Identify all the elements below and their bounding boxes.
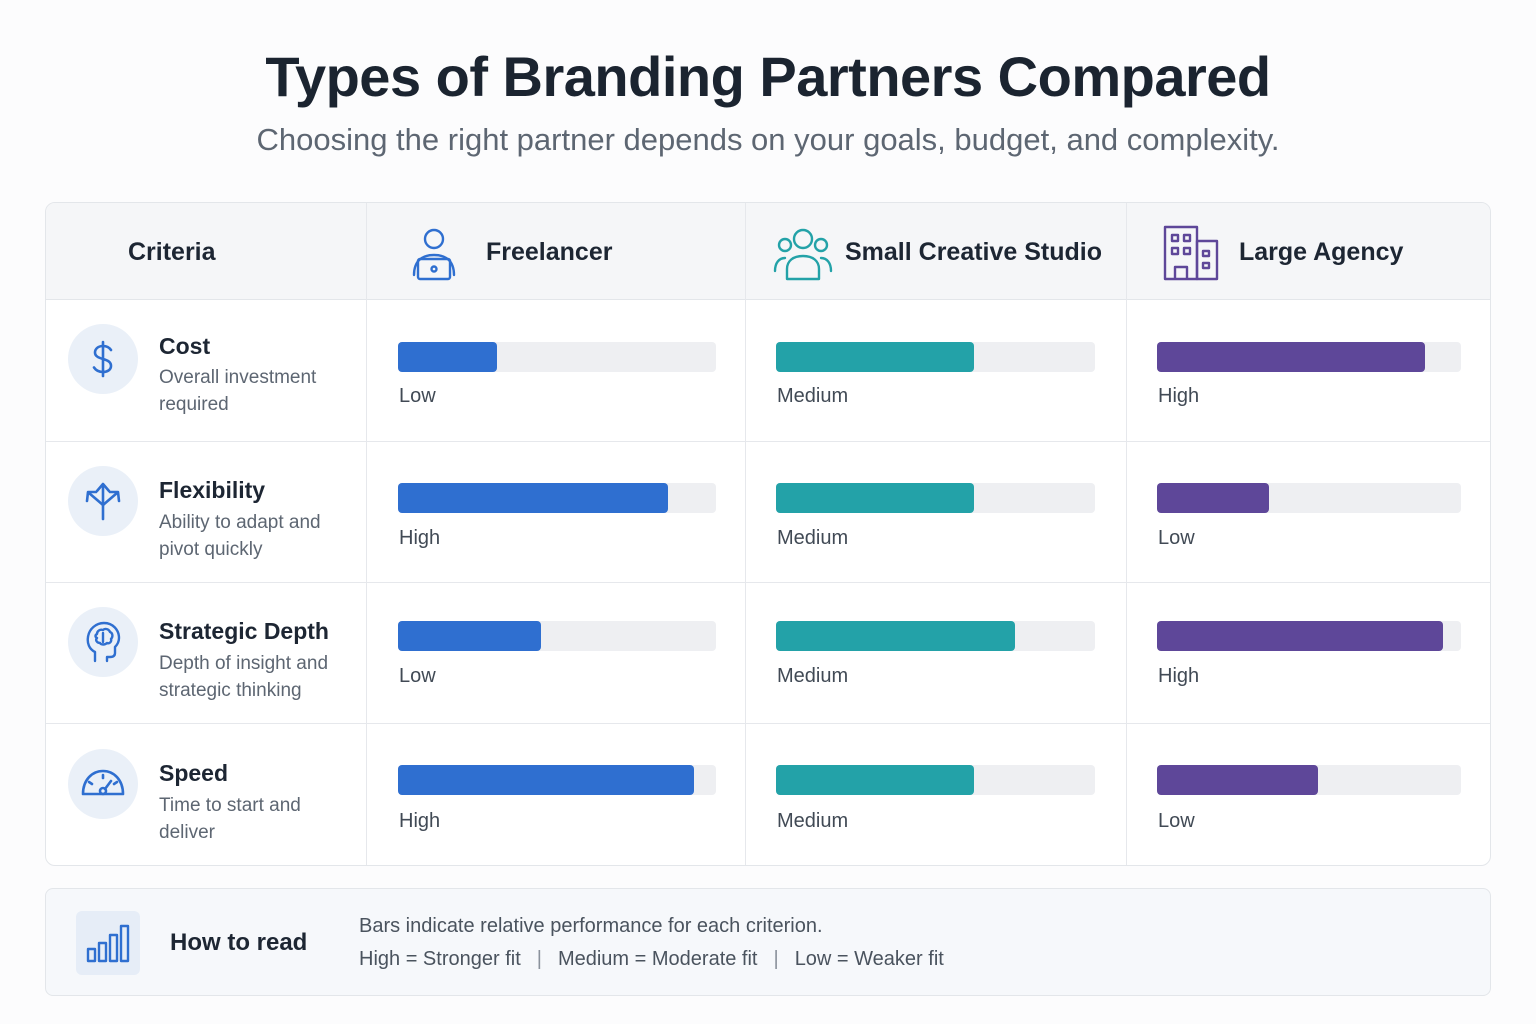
criteria-icon-badge xyxy=(68,466,138,536)
bar-track-freelancer xyxy=(398,765,716,795)
criteria-icon-badge xyxy=(68,607,138,677)
legend-key-low: Low = Weaker fit xyxy=(794,948,944,970)
bar-label: Low xyxy=(399,665,436,687)
legend-separator: | xyxy=(536,948,542,970)
criteria-icon-badge xyxy=(68,749,138,819)
legend-separator: | xyxy=(773,948,779,970)
bar-fill-small-creative-studio xyxy=(776,765,974,795)
page-title: Types of Branding Partners Compared xyxy=(265,45,1271,108)
criteria-header: Criteria xyxy=(128,238,216,266)
legend-key-high: High = Stronger fit xyxy=(359,948,521,970)
bar-label: High xyxy=(399,810,441,832)
row-divider xyxy=(46,582,1490,583)
bar-fill-freelancer xyxy=(398,483,669,513)
bar-track-freelancer xyxy=(398,483,716,513)
team-group-icon xyxy=(773,228,833,281)
bar-label: Low xyxy=(399,385,436,407)
bar-fill-large-agency xyxy=(1157,483,1270,513)
bar-label: Low xyxy=(1158,810,1195,832)
branching-arrows-icon xyxy=(85,482,121,521)
bar-fill-freelancer xyxy=(398,765,694,795)
column-divider xyxy=(745,203,746,865)
bar-fill-small-creative-studio xyxy=(776,342,974,372)
comparison-table: Criteria Freelancer Small Creative Studi… xyxy=(45,202,1491,866)
criteria-description: Ability to adapt and pivot quickly xyxy=(159,512,321,560)
criteria-name: Strategic Depth xyxy=(159,618,329,644)
bar-track-large-agency xyxy=(1157,342,1461,372)
office-building-icon xyxy=(1163,225,1219,281)
column-divider xyxy=(1126,203,1127,865)
bar-track-large-agency xyxy=(1157,765,1461,795)
bar-track-freelancer xyxy=(398,342,716,372)
bar-fill-freelancer xyxy=(398,621,542,651)
legend-description: Bars indicate relative performance for e… xyxy=(359,915,823,937)
criteria-icon-badge xyxy=(68,324,138,394)
bar-label: Low xyxy=(1158,527,1195,549)
page-subtitle: Choosing the right partner depends on yo… xyxy=(256,122,1280,157)
criteria-name: Cost xyxy=(159,333,211,359)
bar-label: High xyxy=(399,527,441,549)
bar-label: High xyxy=(1158,665,1200,687)
criteria-description: Time to start and deliver xyxy=(159,795,301,843)
bar-fill-large-agency xyxy=(1157,765,1319,795)
bar-fill-small-creative-studio xyxy=(776,483,974,513)
head-brain-icon xyxy=(86,621,121,663)
bar-track-small-creative-studio xyxy=(776,765,1095,795)
criteria-description: Depth of insight and strategic thinking xyxy=(159,653,329,701)
column-header-freelancer: Freelancer xyxy=(486,238,613,266)
bar-fill-small-creative-studio xyxy=(776,621,1016,651)
bar-fill-large-agency xyxy=(1157,621,1443,651)
criteria-description: Overall investment required xyxy=(159,367,317,415)
row-divider xyxy=(46,441,1490,442)
criteria-name: Speed xyxy=(159,760,229,786)
bar-track-small-creative-studio xyxy=(776,342,1095,372)
legend-key-medium: Medium = Moderate fit xyxy=(557,948,758,970)
bar-chart-icon xyxy=(86,924,130,963)
dollar-icon xyxy=(92,340,113,378)
legend-icon-badge xyxy=(76,911,140,975)
bar-track-large-agency xyxy=(1157,621,1461,651)
bar-track-large-agency xyxy=(1157,483,1461,513)
bar-track-small-creative-studio xyxy=(776,483,1095,513)
column-header-large-agency: Large Agency xyxy=(1239,238,1404,266)
bar-track-small-creative-studio xyxy=(776,621,1095,651)
bar-track-freelancer xyxy=(398,621,716,651)
bar-fill-large-agency xyxy=(1157,342,1425,372)
bar-fill-freelancer xyxy=(398,342,497,372)
freelancer-laptop-icon xyxy=(412,228,456,281)
bar-label: Medium xyxy=(777,665,849,687)
bar-label: Medium xyxy=(777,527,849,549)
bar-label: Medium xyxy=(777,385,849,407)
speedometer-icon xyxy=(81,769,125,796)
how-to-read-panel: How to read Bars indicate relative perfo… xyxy=(45,888,1491,996)
row-divider xyxy=(46,723,1490,724)
column-header-small-creative-studio: Small Creative Studio xyxy=(845,238,1103,266)
bar-label: High xyxy=(1158,385,1200,407)
legend-key: High = Stronger fit | Medium = Moderate fi… xyxy=(359,948,944,971)
column-divider xyxy=(366,203,367,865)
legend-title: How to read xyxy=(170,929,308,956)
criteria-name: Flexibility xyxy=(159,477,266,503)
table-header-row xyxy=(46,203,1490,300)
bar-label: Medium xyxy=(777,810,849,832)
